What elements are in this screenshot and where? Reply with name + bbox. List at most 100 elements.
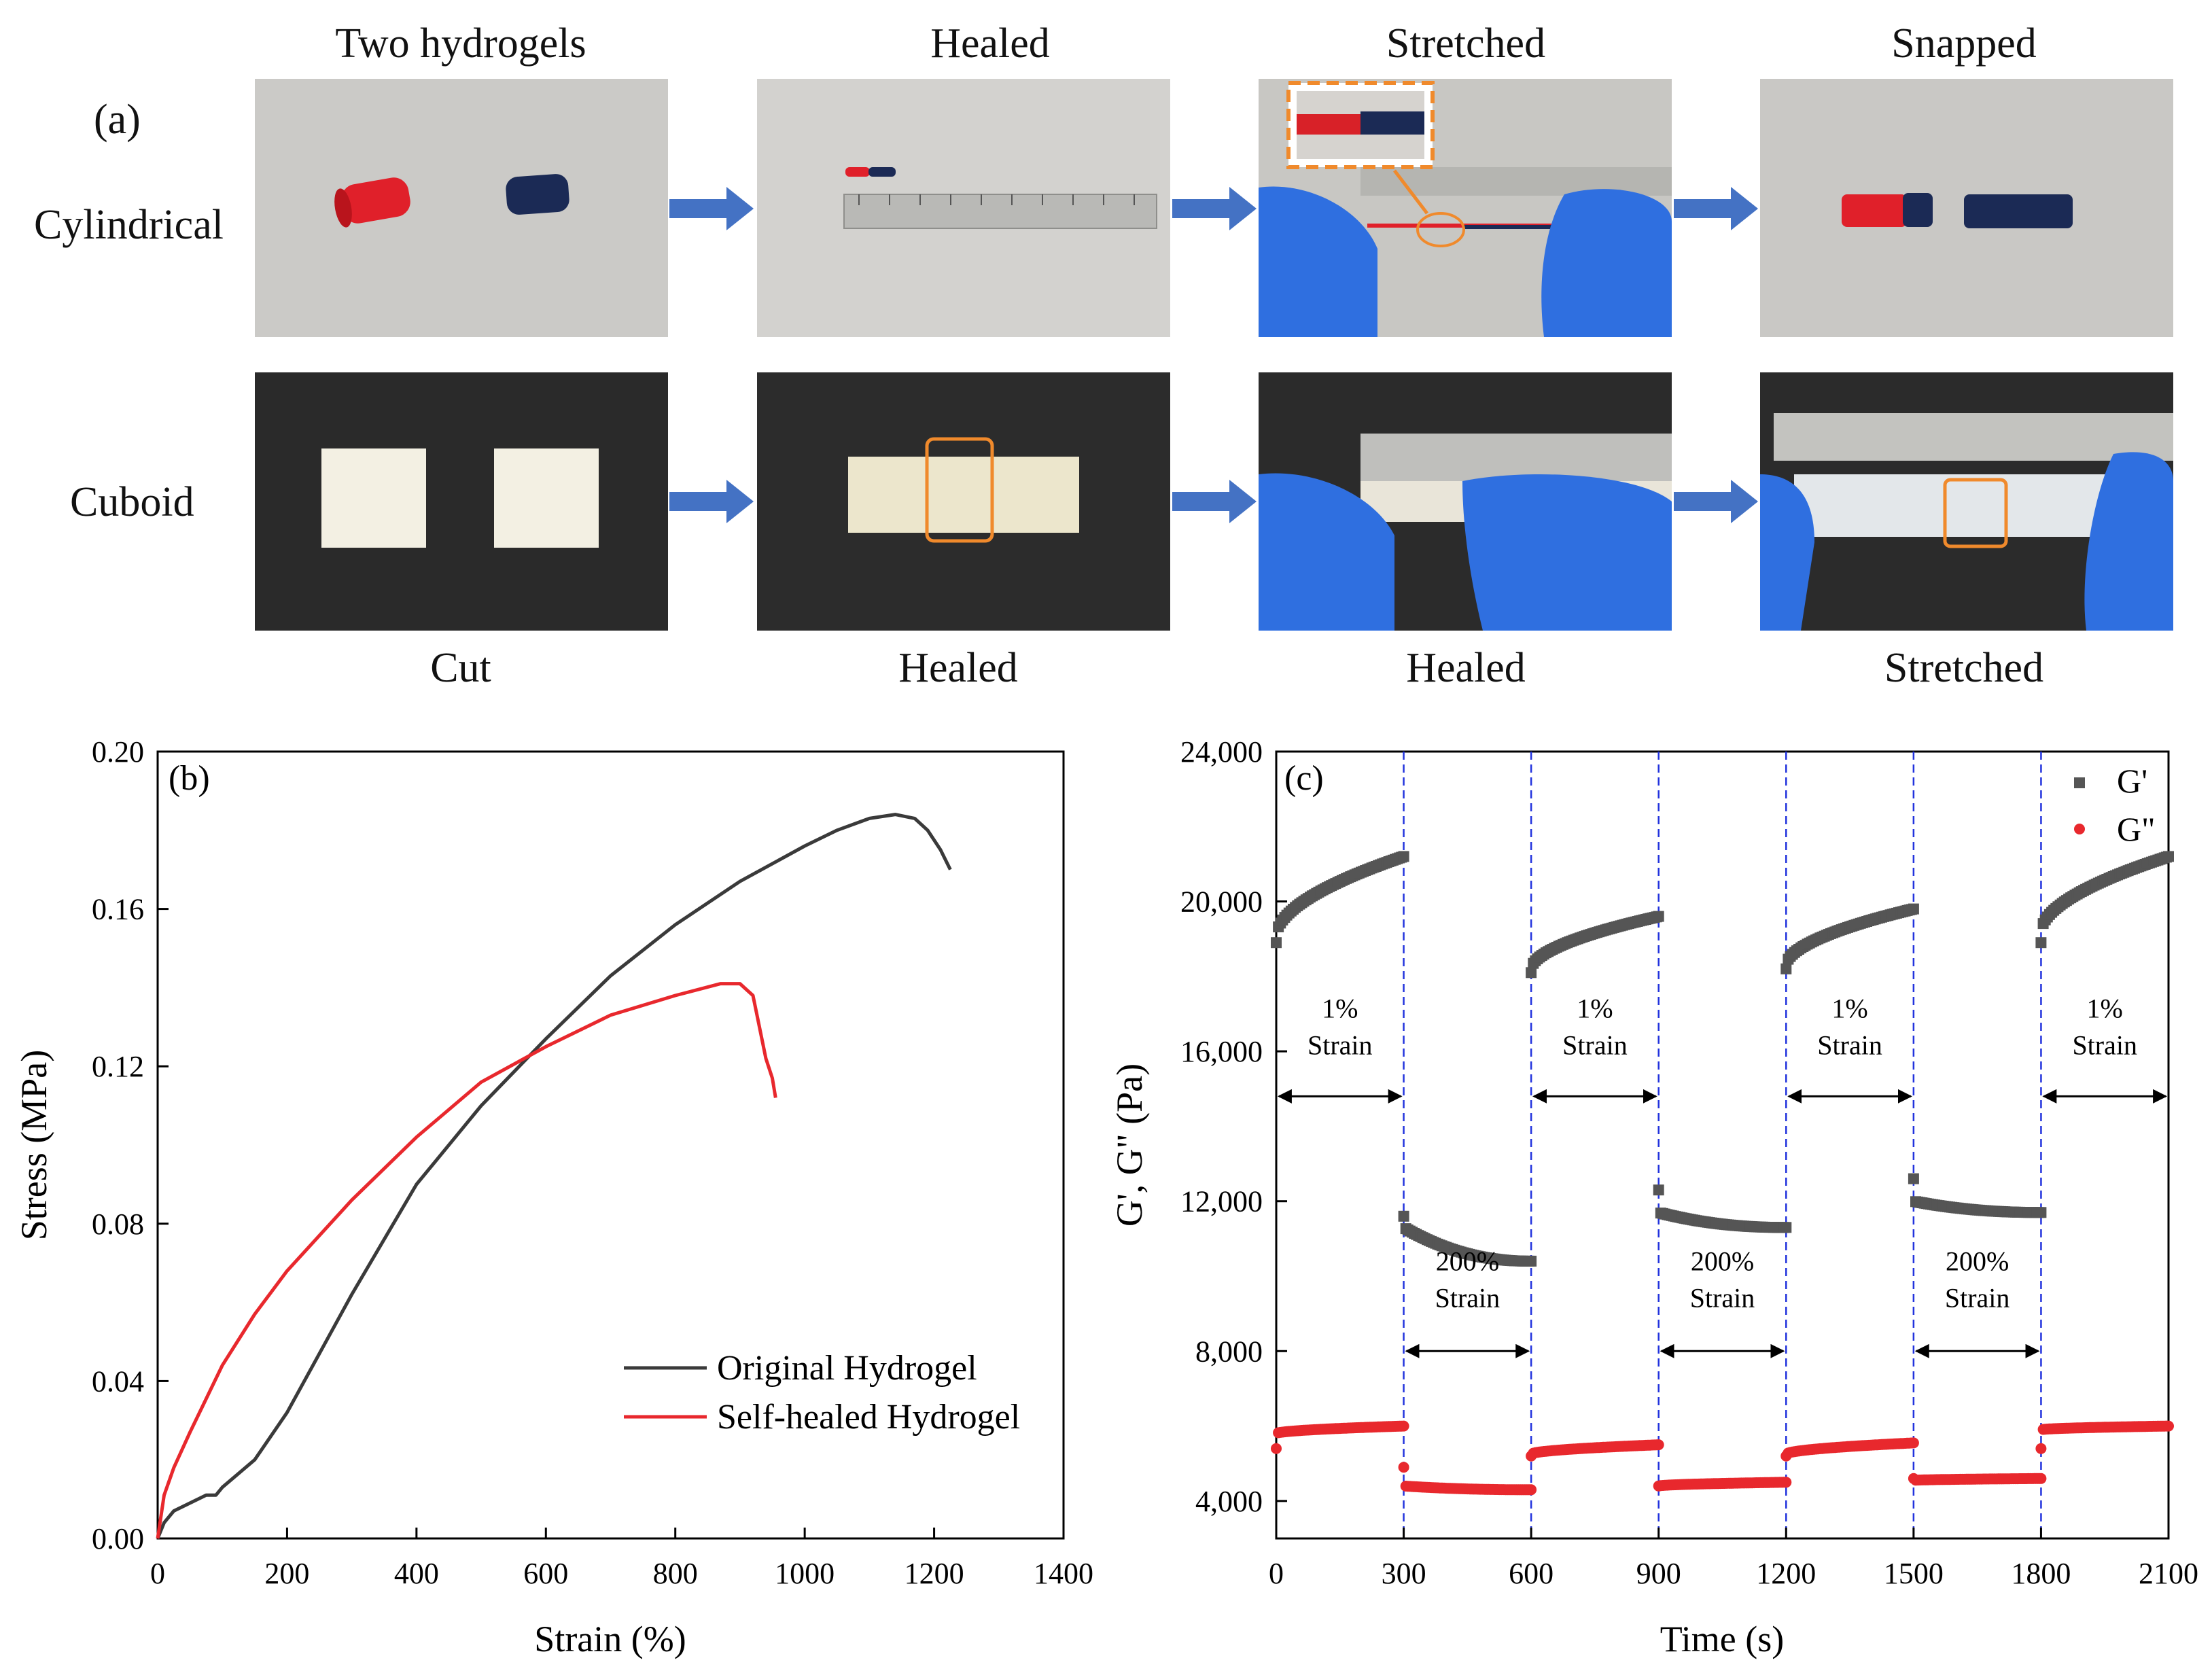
photo-cylindrical-snapped: [1760, 79, 2173, 337]
g-prime-point: [2163, 851, 2174, 862]
x-tick-label: 2100: [2139, 1557, 2198, 1590]
strain-annotation-label: Strain: [1307, 1030, 1373, 1061]
g-double-prime-point: [2035, 1473, 2047, 1484]
strain-annotation-value: 200%: [1691, 1246, 1754, 1277]
header-snapped: Snapped: [1891, 20, 2037, 67]
strain-annotation-label: Strain: [1945, 1283, 2010, 1314]
g-prime-point: [1908, 1173, 1919, 1184]
strain-annotation-value: 1%: [1831, 993, 1867, 1024]
x-tick-label: 300: [1382, 1557, 1426, 1590]
x-tick-label: 0: [150, 1557, 165, 1590]
y-tick-label: 8,000: [1195, 1335, 1263, 1368]
x-axis-label: Strain (%): [534, 1619, 686, 1659]
g-prime-point: [1526, 967, 1537, 979]
y-tick-label: 0.20: [92, 735, 144, 769]
g-double-prime-point: [1271, 1443, 1282, 1454]
g-double-prime-point: [1398, 1462, 1409, 1473]
photo-cuboid-healed-stretched: [1259, 372, 1672, 631]
header-two-hydrogels: Two hydrogels: [335, 20, 586, 67]
plot-frame: [156, 750, 1065, 1540]
stress-strain-chart: 0 200 400 600 800 1000 1200 1400 0.00 0.04 0.08 0.1…: [14, 735, 1093, 1659]
g-prime-point: [2035, 937, 2047, 949]
photo-cylindrical-stretched: [1259, 79, 1672, 337]
y-axis-label: G', G" (Pa): [1114, 1063, 1150, 1227]
caption-healed-2: Healed: [1406, 645, 1526, 691]
strain-annotation-label: Strain: [2072, 1030, 2137, 1061]
legend-label-self-healed: Self-healed Hydrogel: [717, 1398, 1020, 1437]
strain-annotation-label: Strain: [1690, 1283, 1755, 1314]
arrow-right-icon: [669, 187, 754, 230]
strain-annotation-label: Strain: [1817, 1030, 1882, 1061]
y-tick-label: 0.08: [92, 1208, 144, 1241]
x-tick-label: 1500: [1884, 1557, 1944, 1590]
arrow-right-icon: [669, 480, 754, 523]
x-tick-label: 800: [653, 1557, 698, 1590]
legend: G' G": [2074, 762, 2156, 848]
arrow-right-icon: [1172, 187, 1257, 230]
photo-cuboid-stretched: [1760, 372, 2173, 631]
strain-annotation-value: 1%: [1322, 993, 1358, 1024]
x-tick-label: 1800: [2011, 1557, 2071, 1590]
legend: Original Hydrogel Self-healed Hydrogel: [624, 1349, 1020, 1437]
x-tick-label: 1000: [775, 1557, 835, 1590]
y-tick-label: 0.16: [92, 893, 144, 926]
arrow-right-icon: [1674, 480, 1758, 523]
g-prime-point: [2035, 1207, 2047, 1218]
g-prime-point: [1271, 937, 1282, 949]
y-tick-label: 16,000: [1180, 1035, 1263, 1068]
y-tick-label: 20,000: [1180, 885, 1263, 919]
g-prime-point: [1780, 1222, 1792, 1233]
y-tick-label: 12,000: [1180, 1185, 1263, 1218]
g-double-prime-point: [1398, 1420, 1409, 1432]
legend-label-g-prime: G': [2117, 762, 2147, 800]
strain-annotation-value: 200%: [1436, 1246, 1499, 1277]
g-prime-point: [1653, 911, 1664, 922]
x-tick-label: 400: [394, 1557, 439, 1590]
g-double-prime-point: [2163, 1420, 2174, 1432]
y-tick-label: 0.04: [92, 1364, 144, 1398]
x-tick-label: 900: [1636, 1557, 1681, 1590]
modulus-time-chart: 0 300 600 900 1200 1500 1800 2100 4,000 8,000 12,0…: [1114, 735, 2198, 1659]
g-prime-point: [1398, 1210, 1409, 1222]
x-tick-label: 600: [1509, 1557, 1553, 1590]
strain-annotation-value: 200%: [1946, 1246, 2009, 1277]
caption-cut: Cut: [430, 645, 491, 691]
photo-cuboid-healed: [757, 372, 1170, 631]
row-label-cuboid: Cuboid: [70, 479, 194, 525]
photo-cuboid-cut: [255, 372, 668, 631]
g-prime-point: [1653, 1184, 1664, 1196]
caption-healed-1: Healed: [898, 645, 1018, 691]
series-line-original: [156, 813, 952, 1539]
photo-cylindrical-healed: [757, 79, 1170, 337]
legend-label-g-double-prime: G": [2117, 810, 2156, 848]
g-prime-point: [1398, 851, 1409, 862]
x-axis-label: Time (s): [1660, 1619, 1785, 1659]
legend-marker-g-prime: [2074, 777, 2085, 788]
x-tick-label: 1200: [905, 1557, 964, 1590]
header-stretched: Stretched: [1386, 20, 1546, 67]
arrow-right-icon: [1674, 187, 1758, 230]
y-tick-label: 4,000: [1195, 1485, 1263, 1518]
photo-cylindrical-two-hydrogels: [255, 79, 668, 337]
strain-annotation-label: Strain: [1562, 1030, 1628, 1061]
x-tick-label: 1400: [1034, 1557, 1093, 1590]
g-double-prime-point: [2035, 1443, 2047, 1454]
x-tick-label: 200: [264, 1557, 309, 1590]
g-prime-point: [1526, 1255, 1537, 1267]
y-tick-label: 0.12: [92, 1050, 144, 1083]
panel-c-label: (c): [1284, 759, 1324, 798]
legend-label-original: Original Hydrogel: [717, 1349, 977, 1388]
g-double-prime-point: [1653, 1439, 1664, 1451]
y-axis-label: Stress (MPa): [14, 1050, 54, 1241]
g-double-prime-point: [1908, 1437, 1919, 1449]
g-double-prime-point: [1526, 1484, 1537, 1496]
strain-annotation-label: Strain: [1435, 1283, 1500, 1314]
legend-marker-g-double-prime: [2074, 824, 2085, 834]
y-tick-label: 24,000: [1180, 735, 1263, 769]
row-label-cylindrical: Cylindrical: [34, 202, 224, 248]
g-prime-point: [1780, 963, 1792, 974]
series-line-self-healed: [156, 982, 777, 1539]
arrow-right-icon: [1172, 480, 1257, 523]
x-tick-label: 600: [523, 1557, 568, 1590]
header-healed: Healed: [930, 20, 1050, 67]
